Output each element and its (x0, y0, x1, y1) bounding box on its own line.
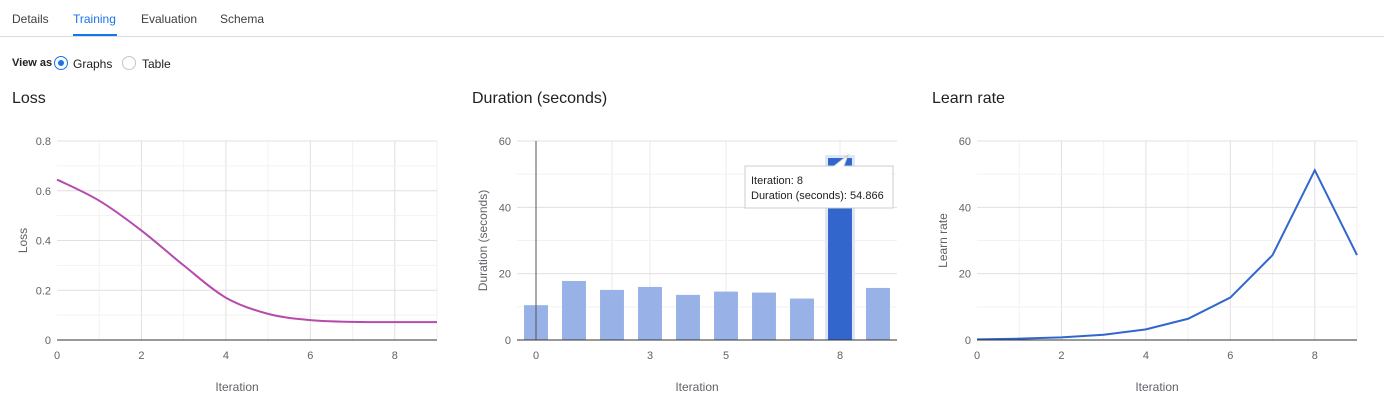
tooltip-box (744, 153, 894, 209)
bar (638, 286, 662, 340)
series-line (976, 167, 1358, 341)
loss-chart[interactable]: 0 0.2 0.4 0.6 0.8 0 2 4 6 8 Iteration Loss (0, 120, 450, 403)
active-tab-indicator (73, 34, 117, 36)
y-tick-label: 40 (959, 202, 971, 214)
tab-details[interactable]: Details (12, 12, 49, 26)
bar (752, 292, 776, 340)
y-tick-label: 0 (965, 335, 971, 347)
x-tick-label: 0 (54, 350, 60, 362)
x-axis-title: Iteration (1135, 380, 1178, 394)
y-tick-label: 0.8 (36, 136, 51, 148)
x-tick-label: 0 (533, 350, 539, 362)
learn-rate-chart-title: Learn rate (932, 90, 1005, 107)
bar (866, 287, 890, 340)
tab-evaluation[interactable]: Evaluation (141, 12, 198, 26)
x-tick-label: 3 (647, 350, 653, 362)
duration-chart-title: Duration (seconds) (472, 90, 608, 107)
x-tick-label: 2 (1058, 350, 1064, 362)
y-axis-title: Loss (16, 228, 30, 253)
x-axis-title: Iteration (215, 380, 258, 394)
y-tick-label: 40 (499, 202, 511, 214)
y-tick-label: 0.2 (36, 285, 51, 297)
bar (600, 289, 624, 340)
y-tick-label: 60 (959, 136, 971, 148)
y-tick-label: 0.6 (36, 186, 51, 198)
view-as-label: View as (12, 57, 53, 69)
y-axis-title: Duration (seconds) (476, 190, 490, 291)
x-tick-label: 0 (974, 350, 980, 362)
bar (790, 298, 814, 340)
bar (562, 280, 586, 340)
y-tick-label: 20 (499, 269, 511, 281)
x-tick-label: 5 (723, 350, 729, 362)
y-tick-label: 20 (959, 269, 971, 281)
x-axis-title: Iteration (675, 380, 718, 394)
y-tick-label: 0 (45, 335, 51, 347)
tooltip-iteration: Iteration: 8 (751, 175, 803, 187)
tab-training[interactable]: Training (73, 12, 116, 26)
tab-bar: Details Training Evaluation Schema (0, 0, 1384, 37)
table-radio-label[interactable]: Table (142, 57, 171, 71)
graphs-radio[interactable] (54, 56, 68, 70)
loss-chart-title: Loss (12, 90, 46, 107)
x-tick-label: 8 (1312, 350, 1318, 362)
y-tick-label: 0.4 (36, 236, 51, 248)
tooltip-duration: Duration (seconds): 54.866 (751, 190, 884, 202)
x-tick-label: 8 (837, 350, 843, 362)
x-tick-label: 6 (1227, 350, 1233, 362)
x-tick-label: 6 (307, 350, 313, 362)
bar (714, 291, 738, 340)
x-tick-label: 4 (1143, 350, 1149, 362)
y-tick-label: 60 (499, 136, 511, 148)
bar (676, 294, 700, 340)
learn-rate-chart[interactable]: 0 20 40 60 0 2 4 6 8 Iteration Learn rate (920, 120, 1370, 403)
x-tick-label: 2 (138, 350, 144, 362)
duration-chart[interactable]: 0 20 40 60 0 3 5 8 Iteration: 8 Duration (seconds… (460, 120, 910, 403)
x-tick-label: 8 (392, 350, 398, 362)
y-tick-label: 0 (505, 335, 511, 347)
series-line (56, 178, 438, 324)
graphs-radio-label[interactable]: Graphs (73, 57, 113, 71)
y-axis-title: Learn rate (936, 213, 950, 268)
table-radio[interactable] (122, 56, 136, 70)
tab-schema[interactable]: Schema (220, 12, 265, 26)
x-tick-label: 4 (223, 350, 229, 362)
